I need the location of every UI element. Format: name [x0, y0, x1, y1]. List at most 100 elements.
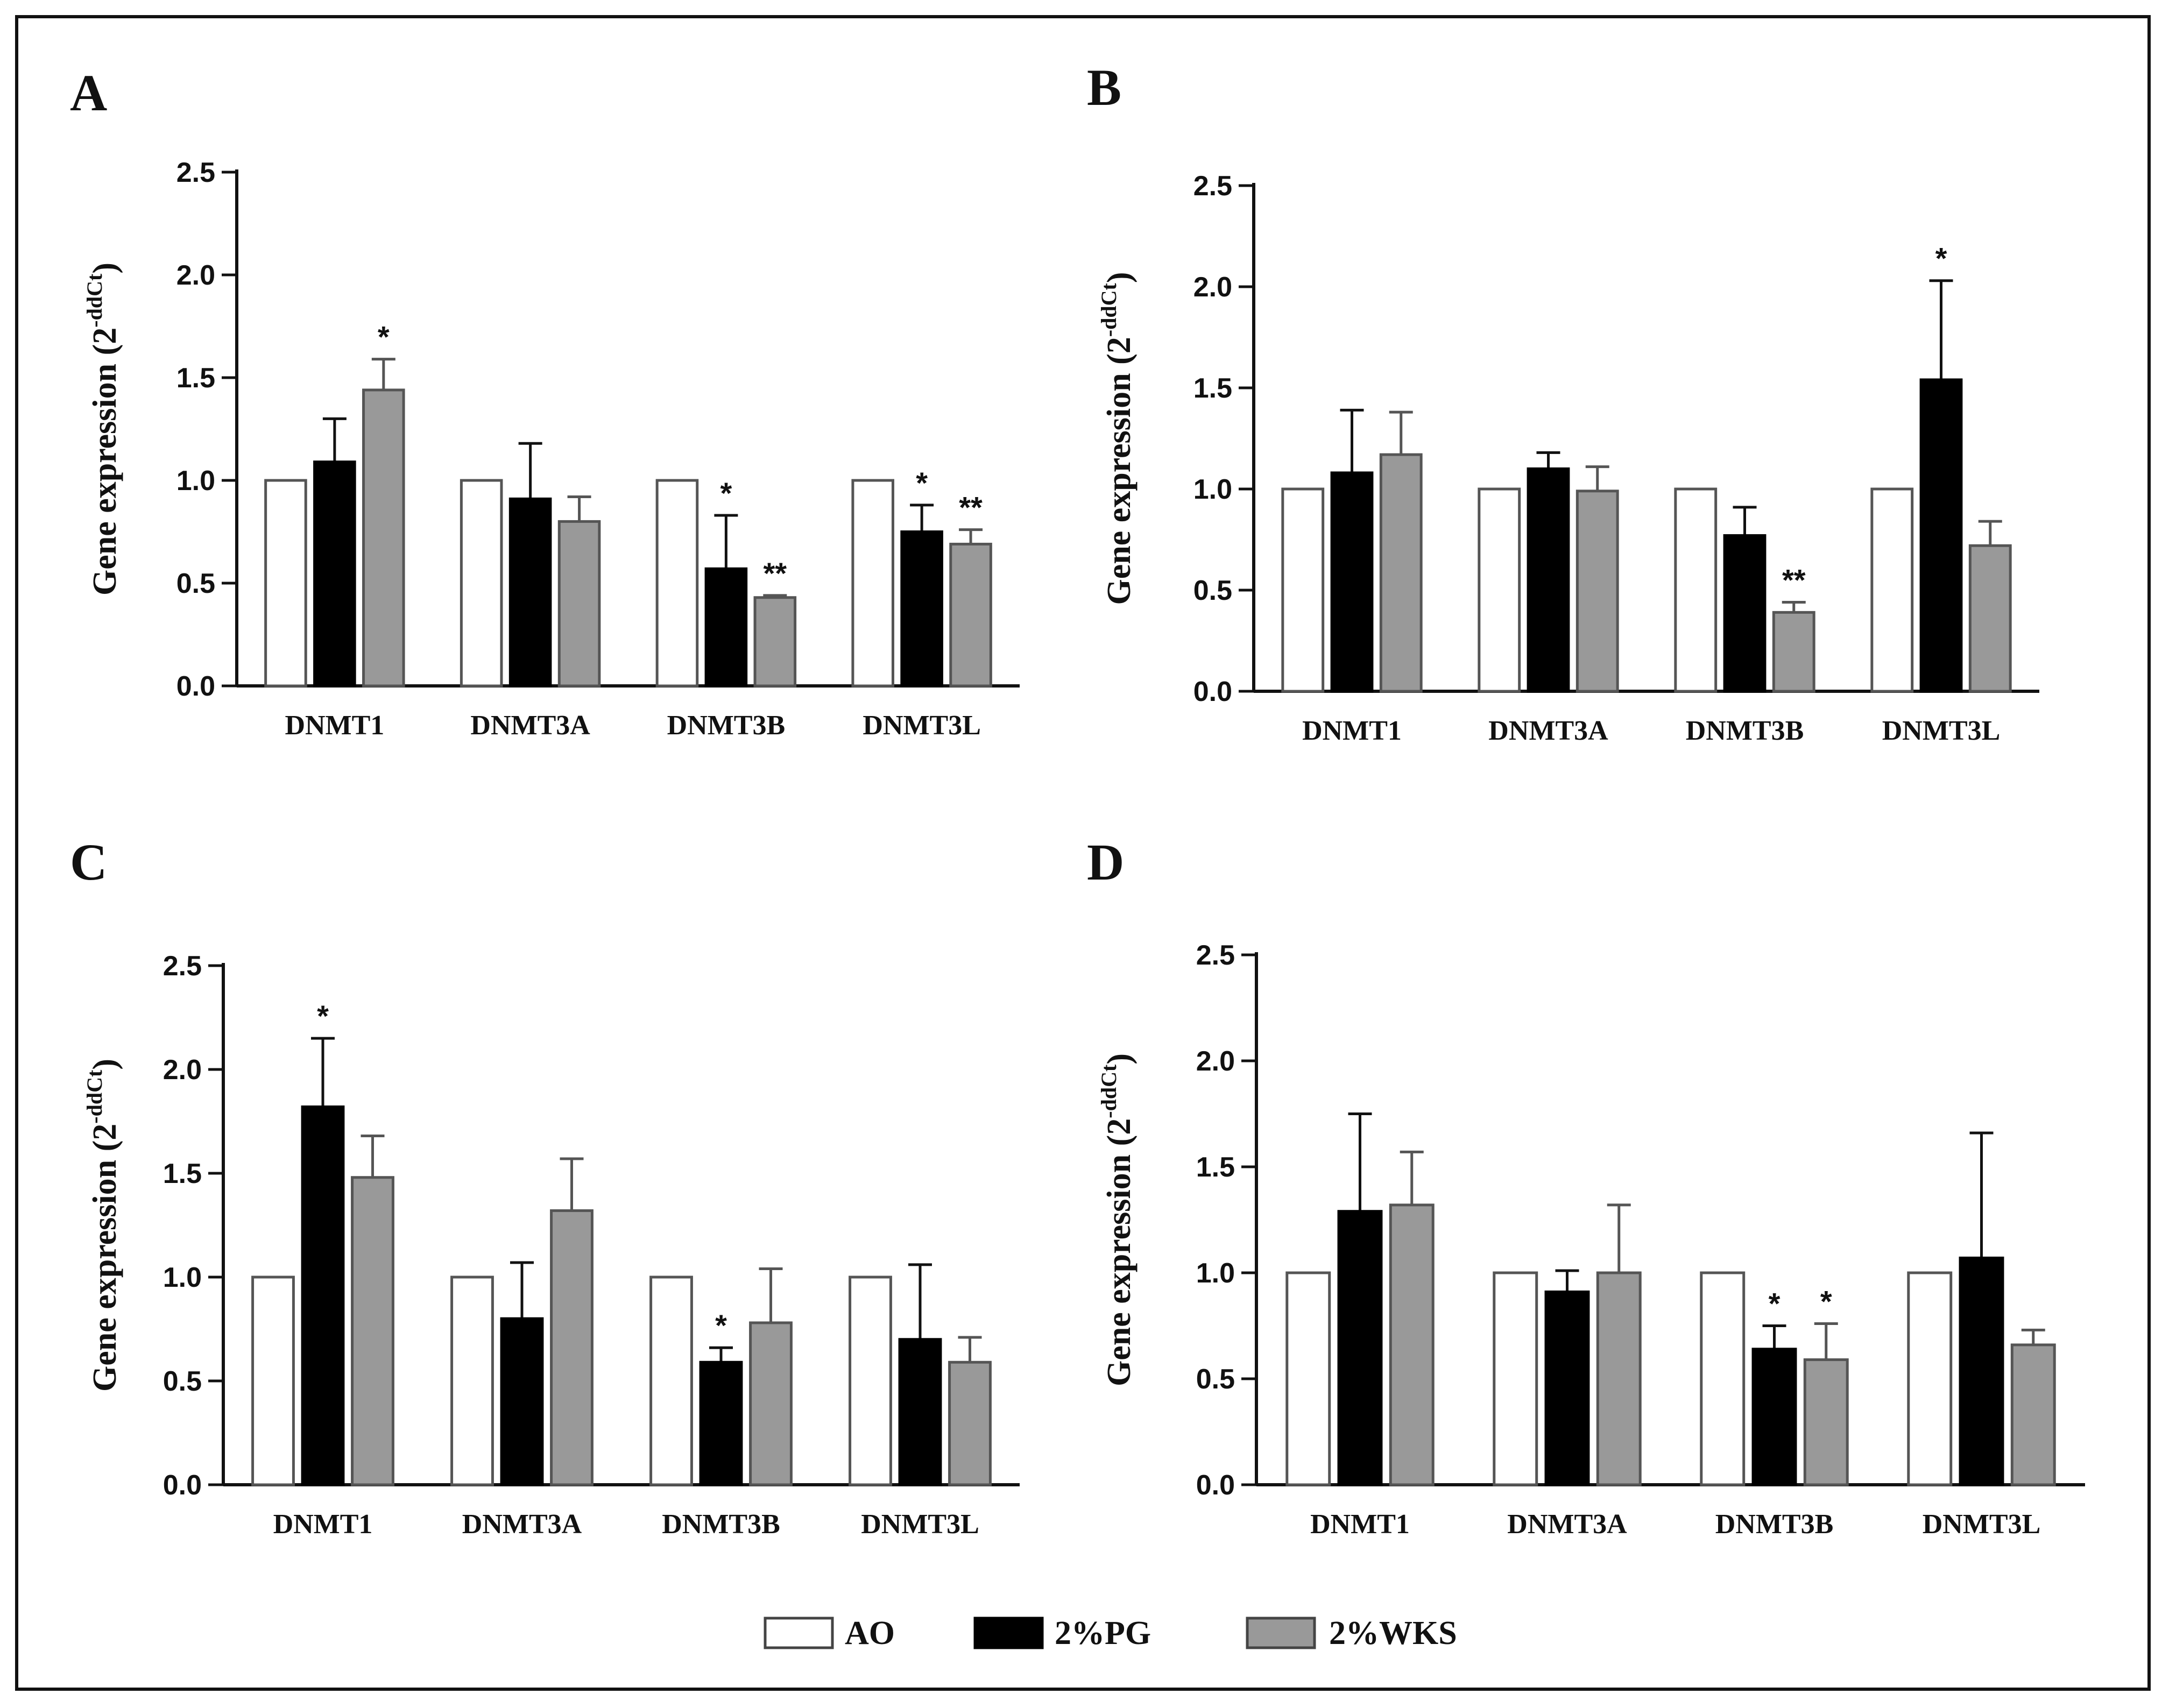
significance-marker: *: [720, 476, 732, 510]
bar-pg-dnmt3l: [898, 1338, 942, 1486]
bar-ao-dnmt3a: [460, 479, 503, 688]
y-tick-label: 2.0: [176, 260, 215, 291]
bar-ao-dnmt1: [1285, 1271, 1331, 1486]
y-tick-label: 1.0: [163, 1262, 202, 1293]
significance-marker: *: [378, 320, 390, 354]
bar-ao-dnmt1: [264, 479, 307, 688]
legend-swatch-pg: [973, 1617, 1044, 1649]
bar-wks-dnmt1: [1379, 453, 1423, 693]
bar-ao-dnmt3a: [1478, 487, 1521, 693]
bar-wks-dnmt3b: [749, 1321, 793, 1486]
legend-label-wks: 2%WKS: [1329, 1615, 1457, 1652]
y-tick-label: 2.0: [1196, 1046, 1235, 1077]
x-tick-label: DNMT3L: [1882, 715, 2001, 746]
bar-ao-dnmt1: [251, 1275, 295, 1486]
panel-letter: C: [70, 833, 107, 891]
y-tick-label: 1.5: [1193, 373, 1232, 404]
bar-pg-dnmt3l: [1959, 1256, 2004, 1486]
bar-ao-dnmt3a: [1493, 1271, 1538, 1486]
y-tick-label: 2.0: [1193, 272, 1232, 303]
bar-pg-dnmt1: [1337, 1210, 1383, 1486]
y-tick-label: 1.0: [176, 465, 215, 497]
bar-wks-dnmt3l: [2010, 1343, 2056, 1486]
x-tick-label: DNMT3A: [462, 1509, 582, 1540]
y-tick-label: 0.0: [163, 1470, 202, 1501]
y-tick-label: 0.0: [1196, 1470, 1235, 1501]
y-tick-label: 0.5: [1196, 1364, 1235, 1395]
x-tick-label: DNMT3B: [1715, 1509, 1834, 1540]
bar-pg-dnmt3b: [1751, 1348, 1797, 1486]
figure-frame: [15, 15, 2151, 1691]
y-tick-label: 1.0: [1193, 474, 1232, 505]
panel-letter: A: [70, 64, 107, 122]
y-tick-label: 2.5: [176, 157, 215, 188]
x-tick-label: DNMT1: [1310, 1509, 1410, 1540]
significance-marker: *: [916, 466, 928, 500]
y-axis-title: Gene expression (2-ddCt): [1097, 1053, 1138, 1386]
chart-panel-a: A 0.0 0.5 1.0 1.5 2.0 2.5 Gene expression (2-dd…: [70, 64, 1020, 741]
significance-marker: *: [317, 999, 329, 1033]
bar-pg-dnmt1: [301, 1105, 345, 1486]
bar-ao-dnmt3b: [649, 1275, 693, 1486]
bar-wks-dnmt3a: [557, 520, 601, 688]
bar-wks-dnmt3b: [753, 596, 797, 688]
significance-marker: *: [1935, 242, 1947, 275]
chart-panel-d: D 0.0 0.5 1.0 1.5 2.0 2.5 Gene expression (2-dd…: [1087, 833, 2085, 1540]
legend-label-ao: AO: [845, 1615, 895, 1652]
x-tick-label: DNMT3A: [1488, 715, 1608, 746]
y-tick-label: 2.5: [163, 951, 202, 982]
y-tick-label: 0.0: [176, 671, 215, 702]
y-tick-label: 0.5: [1193, 575, 1232, 606]
bar-wks-dnmt1: [351, 1176, 394, 1486]
x-tick-label: DNMT3A: [1507, 1509, 1627, 1540]
y-tick-label: 1.5: [176, 363, 215, 394]
bar-pg-dnmt1: [1330, 471, 1374, 693]
x-tick-label: DNMT1: [1302, 715, 1402, 746]
bar-ao-dnmt3l: [851, 479, 894, 688]
y-axis-title: Gene expression (2-ddCt): [82, 263, 123, 596]
bar-pg-dnmt3l: [1919, 378, 1963, 693]
bar-ao-dnmt3b: [655, 479, 699, 688]
bar-pg-dnmt3a: [500, 1317, 544, 1486]
y-axis-title: Gene expression (2-ddCt): [82, 1059, 123, 1392]
x-tick-label: DNMT1: [273, 1509, 373, 1540]
bar-ao-dnmt3l: [1907, 1271, 1953, 1486]
bar-pg-dnmt3b: [704, 567, 748, 688]
significance-marker: **: [959, 491, 983, 525]
legend-label-pg: 2%PG: [1055, 1615, 1151, 1652]
y-axis-title: Gene expression (2-ddCt): [1097, 272, 1138, 605]
bar-pg-dnmt3b: [1723, 534, 1767, 693]
bar-wks-dnmt1: [362, 388, 405, 688]
x-tick-label: DNMT3L: [861, 1509, 979, 1540]
legend-swatch-ao: [764, 1617, 834, 1649]
bar-wks-dnmt3l: [948, 1360, 992, 1486]
y-tick-label: 2.5: [1193, 171, 1232, 202]
chart-panel-b: B 0.0 0.5 1.0 1.5 2.0 2.5 Gene expression (2-dd…: [1087, 59, 2039, 746]
x-tick-label: DNMT3L: [863, 710, 981, 741]
bar-wks-dnmt3l: [949, 542, 992, 688]
chart-panel-c: C 0.0 0.5 1.0 1.5 2.0 2.5 Gene expression (2-dd…: [70, 833, 1020, 1540]
bar-wks-dnmt1: [1389, 1203, 1435, 1486]
bar-wks-dnmt3l: [1968, 544, 2012, 693]
panel-letter: B: [1087, 59, 1121, 116]
x-tick-label: DNMT3B: [1686, 715, 1804, 746]
bar-wks-dnmt3b: [1803, 1358, 1849, 1486]
bar-ao-dnmt3l: [849, 1275, 892, 1486]
bar-pg-dnmt3a: [1527, 467, 1570, 693]
x-tick-label: DNMT3B: [662, 1509, 780, 1540]
y-tick-label: 0.5: [176, 568, 215, 599]
y-tick-label: 2.0: [163, 1054, 202, 1086]
x-tick-label: DNMT3A: [470, 710, 590, 741]
y-tick-label: 1.5: [163, 1158, 202, 1189]
bar-pg-dnmt3a: [1544, 1290, 1590, 1486]
bar-pg-dnmt1: [313, 460, 356, 688]
y-tick-label: 1.0: [1196, 1258, 1235, 1289]
bar-wks-dnmt3a: [550, 1209, 594, 1486]
legend-swatch-wks: [1246, 1617, 1316, 1649]
bar-wks-dnmt3a: [1596, 1271, 1642, 1486]
significance-marker: **: [764, 556, 787, 590]
bar-ao-dnmt3a: [450, 1275, 494, 1486]
bar-pg-dnmt3a: [508, 497, 552, 688]
bar-ao-dnmt3l: [1870, 487, 1914, 693]
